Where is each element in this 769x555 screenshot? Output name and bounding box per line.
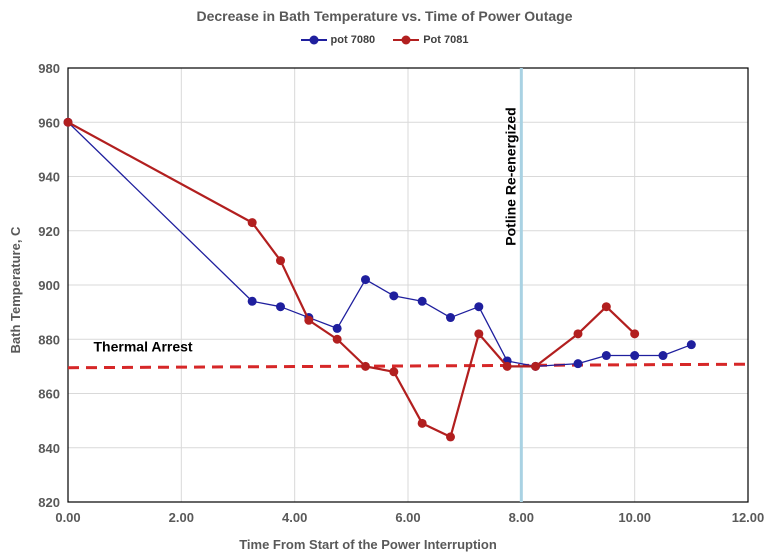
axis-labels: 0.00 2.00 4.00 6.00 8.00 10.00 12.00 820 840 860 8… [8,61,764,552]
data-point [573,329,583,339]
data-point [686,340,696,350]
series-line [67,121,692,368]
data-point [417,418,427,428]
data-point [332,323,342,333]
x-tick-label: 0.00 [55,510,80,525]
y-tick-label: 920 [38,224,60,239]
data-point [389,291,399,301]
data-point [446,313,455,323]
x-tick-label: 8.00 [509,510,534,525]
legend-marker-pot-7081 [393,35,420,45]
x-axis-title: Time From Start of the Power Interruptio… [239,537,497,552]
y-tick-label: 940 [38,170,60,185]
data-point [531,361,540,371]
data-point [630,351,640,361]
y-tick-label: 980 [38,61,60,76]
x-tick-label: 4.00 [282,510,307,525]
legend-label-pot-7081: Pot 7081 [423,34,469,46]
x-tick-label: 6.00 [395,510,420,525]
data-point [361,275,370,285]
y-tick-label: 960 [38,115,60,130]
data-point [474,329,484,339]
legend: pot 7080 Pot 7081 [0,34,769,46]
x-tick-label: 12.00 [732,510,765,525]
reference-lines: Thermal Arrest Potline Re-energized [67,68,749,502]
data-point [361,361,370,371]
chart-title: Decrease in Bath Temperature vs. Time of… [196,8,573,24]
legend-marker-pot-7080 [300,35,327,45]
gridlines [68,68,748,502]
data-point [446,432,455,442]
data-point [63,117,73,127]
legend-label-pot-7080: pot 7080 [330,34,376,46]
series-line [67,121,636,438]
data-point [474,302,484,312]
x-tick-label: 2.00 [169,510,194,525]
data-point [417,296,427,306]
data-point [601,302,611,312]
y-tick-label: 880 [38,332,60,347]
data-point [247,296,257,306]
thermal-arrest-label: Thermal Arrest [94,338,193,354]
legend-item-pot-7080[interactable]: pot 7080 [300,34,376,46]
y-axis-title: Bath Temperature, C [8,226,23,354]
data-point [247,218,257,228]
potline-reenergized-label: Potline Re-energized [502,107,518,245]
plot-frame [67,67,749,503]
y-tick-label: 860 [38,387,60,402]
x-tick-label: 10.00 [618,510,651,525]
data-point [276,256,285,266]
data-point [601,351,611,361]
data-point [502,361,512,371]
y-tick-label: 840 [38,441,60,456]
data-point [573,359,583,369]
data-point [658,351,668,361]
data-point [332,334,342,344]
data-point [276,302,285,312]
legend-item-pot-7081[interactable]: Pot 7081 [393,34,468,46]
y-tick-label: 900 [38,278,60,293]
horizontal-reference-line [67,362,749,370]
axes [67,67,749,503]
data-point [630,329,640,339]
data-point [304,315,314,325]
y-tick-label: 820 [38,495,60,510]
data-point [389,367,399,377]
series-layer [63,117,696,442]
